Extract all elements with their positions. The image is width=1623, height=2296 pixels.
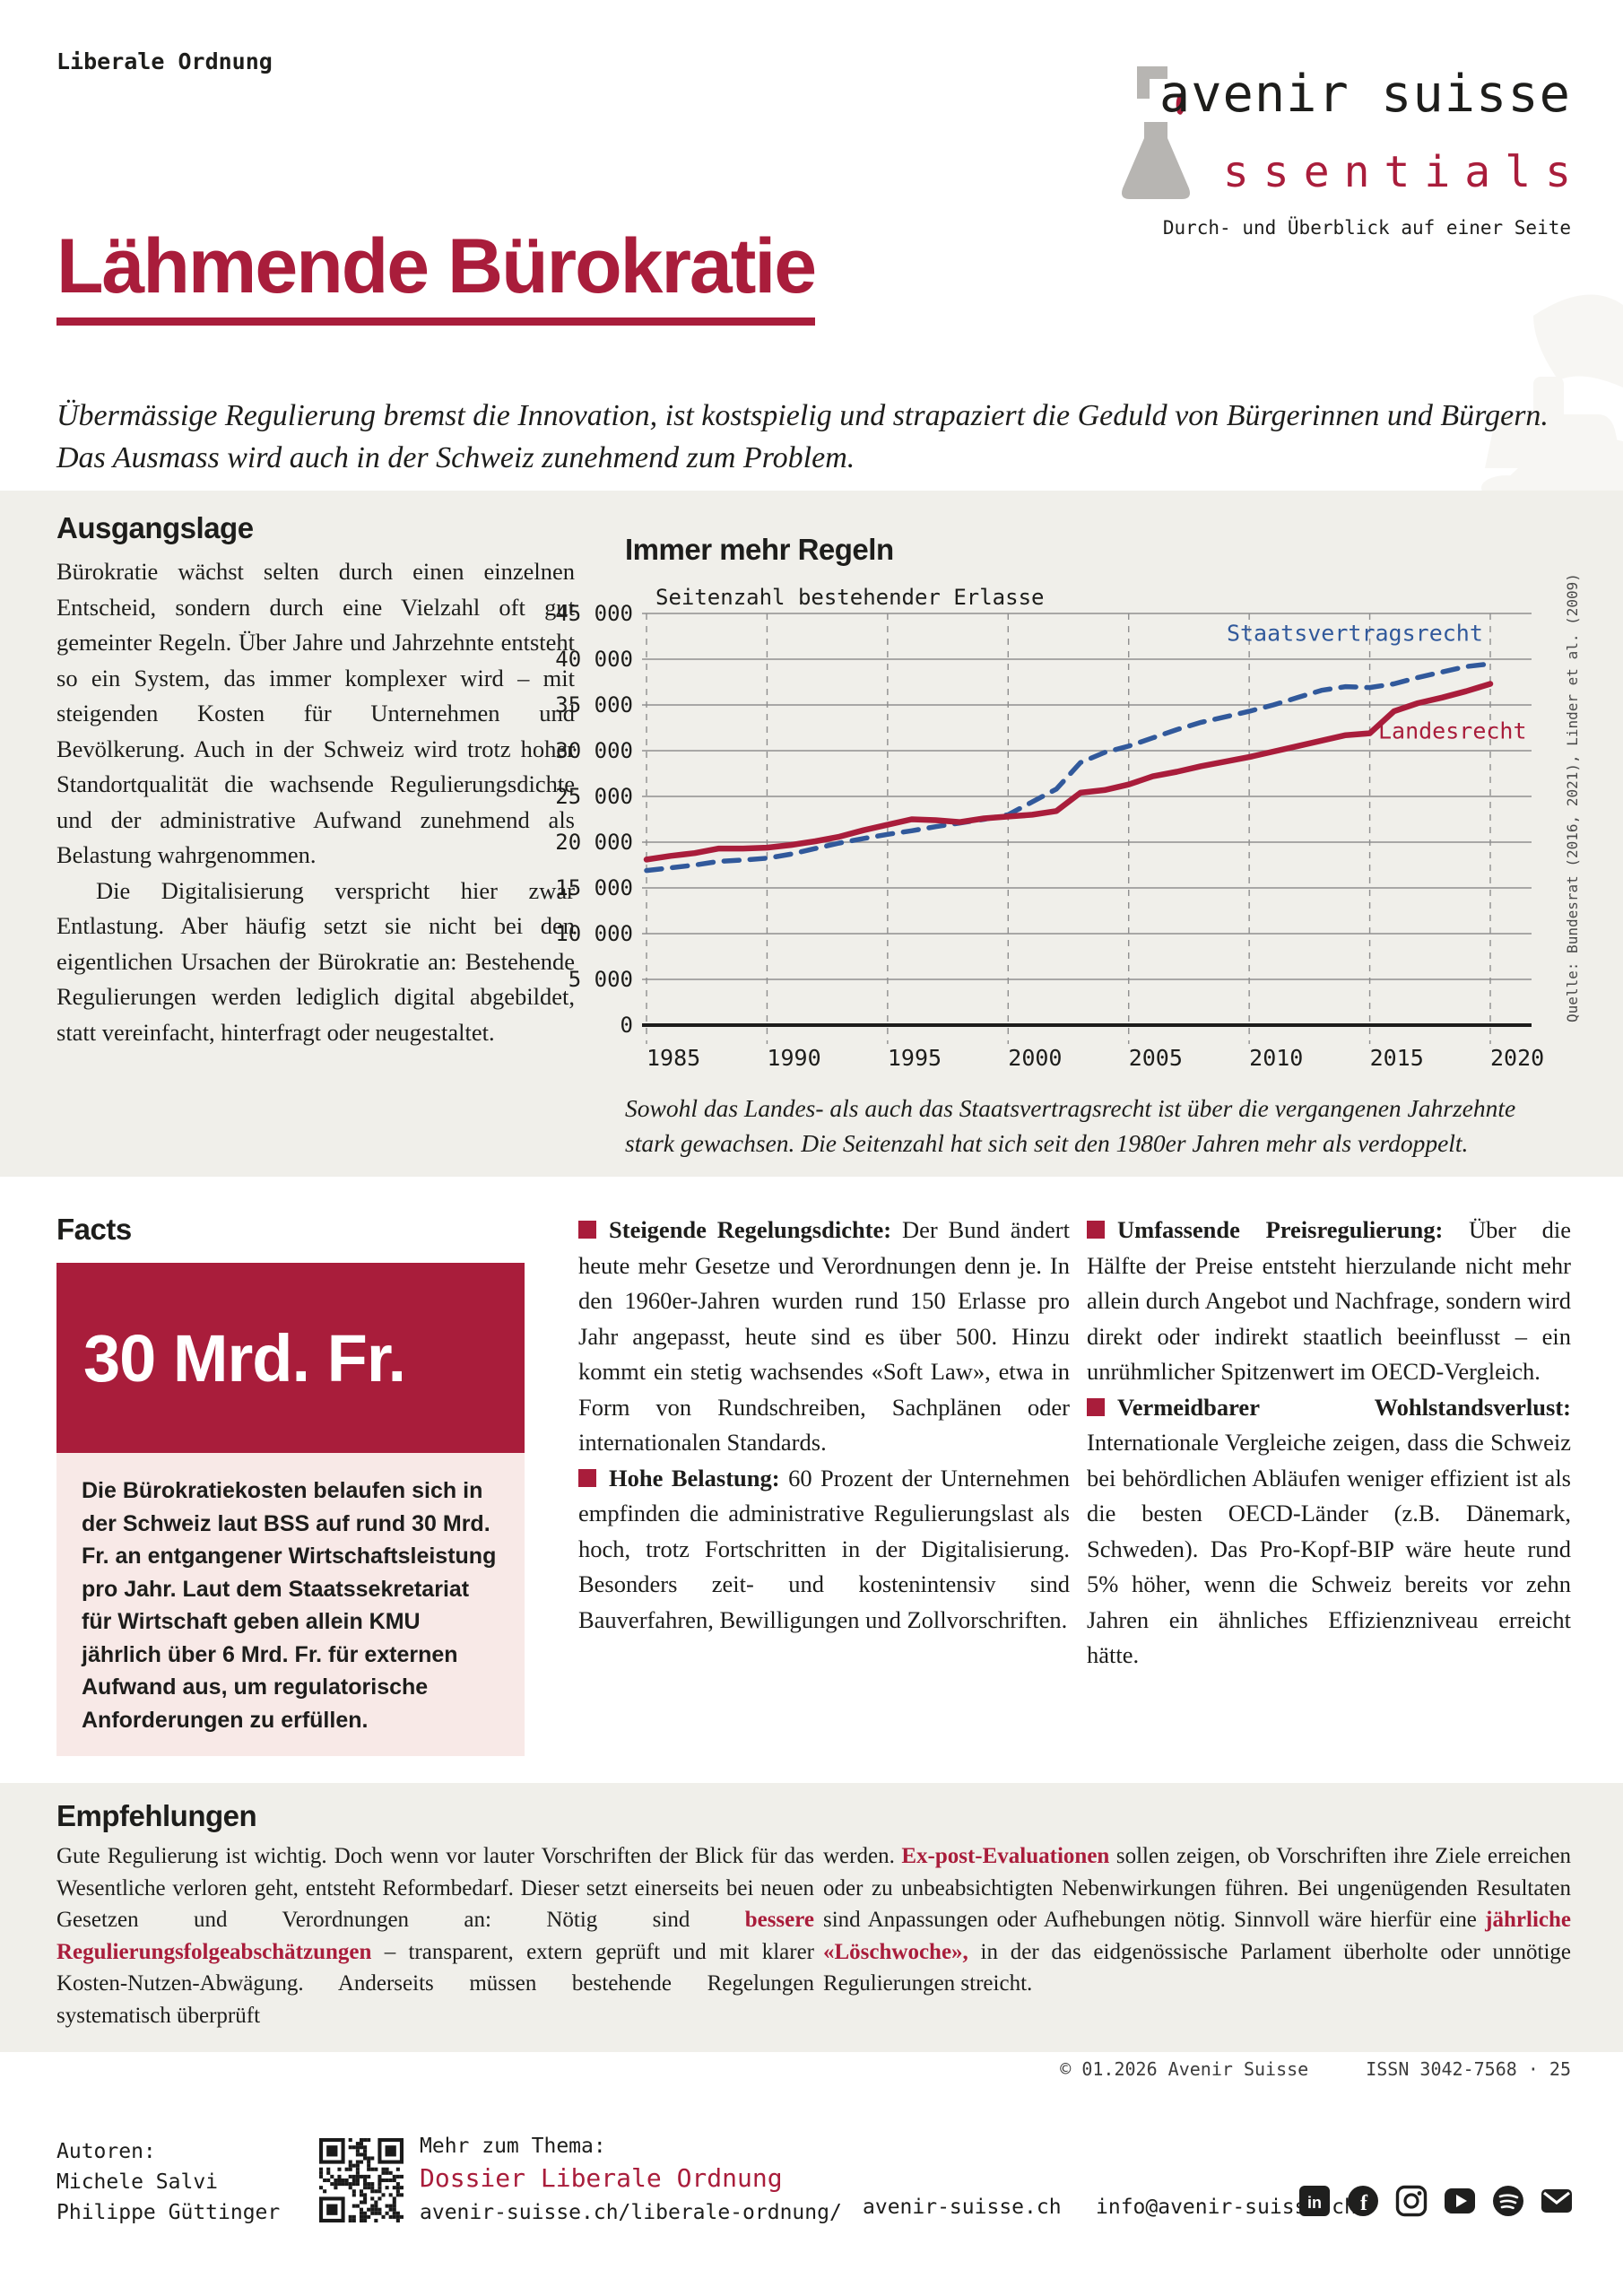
svg-text:45 000: 45 000: [556, 601, 633, 626]
linkedin-icon[interactable]: in: [1298, 2185, 1331, 2217]
empf-text: sollen zeigen, ob Vorschriften ihre Ziel…: [823, 1844, 1571, 1932]
svg-text:35 000: 35 000: [556, 692, 633, 718]
svg-text:15 000: 15 000: [556, 875, 633, 900]
heading-ausgangslage: Ausgangslage: [56, 511, 254, 544]
authors-label: Autoren:: [56, 2140, 156, 2163]
band-ausgangslage-chart: [0, 491, 1623, 1177]
chart-title: Immer mehr Regeln: [625, 533, 894, 566]
empf-text: Gute Regulierung ist wichtig. Doch wenn …: [56, 1844, 814, 1932]
stat-box-text: Die Bürokratiekosten belaufen sich in de…: [56, 1453, 525, 1756]
empfehlungen-col1: Gute Regulierung ist wichtig. Doch wenn …: [56, 1840, 814, 2031]
email-icon[interactable]: [1541, 2185, 1573, 2217]
fact-title: Hohe Belastung:: [609, 1464, 780, 1492]
svg-text:1990: 1990: [767, 1045, 820, 1071]
band-empfehlungen: [0, 1783, 1623, 2052]
svg-text:10 000: 10 000: [556, 921, 633, 946]
section-kicker: Liberale Ordnung: [56, 48, 273, 74]
copyright: © 01.2026 Avenir Suisse: [1060, 2058, 1309, 2080]
imprint: © 01.2026 Avenir Suisse ISSN 3042-7568 · …: [1060, 2058, 1571, 2080]
fact-title: Umfassende Preisregulierung:: [1117, 1216, 1444, 1243]
fact-title: Vermeidbarer Wohlstandsverlust:: [1117, 1393, 1571, 1421]
svg-text:20 000: 20 000: [556, 830, 633, 855]
chart-caption: Sowohl das Landes- als auch das Staatsve…: [625, 1094, 1516, 1157]
bullet-square-icon: [1087, 1221, 1105, 1239]
qr-code[interactable]: [319, 2138, 404, 2222]
author-name: Michele Salvi: [56, 2170, 219, 2194]
ausgangslage-p2: Die Digitalisierung verspricht hier zwar…: [56, 876, 575, 1046]
svg-text:2000: 2000: [1008, 1045, 1062, 1071]
author-name: Philippe Güttinger: [56, 2201, 281, 2224]
empf-text: – transparent, extern geprüft und mit kl…: [56, 1939, 814, 2028]
fact-item: Umfassende Preisregulierung: Über die Hä…: [1087, 1213, 1571, 1390]
empf-text: in der das eidgenössische Parlament über…: [823, 1939, 1571, 1996]
social-icons: in f: [1298, 2185, 1573, 2217]
fact-text: 60 Prozent der Unternehmen empfinden die…: [578, 1464, 1070, 1633]
facts-column-middle: Steigende Regelungsdichte: Der Bund ände…: [578, 1213, 1070, 1638]
svg-text:Landesrecht: Landesrecht: [1378, 718, 1527, 744]
fact-item: Hohe Belastung: 60 Prozent der Unternehm…: [578, 1461, 1070, 1639]
svg-text:25 000: 25 000: [556, 784, 633, 809]
ausgangslage-p1: Bürokratie wächst selten durch einen ein…: [56, 558, 575, 868]
fact-item: Vermeidbarer Wohlstandsverlust: Internat…: [1087, 1390, 1571, 1674]
youtube-icon[interactable]: [1444, 2185, 1476, 2217]
fact-text: Über die Hälfte der Preise entsteht hier…: [1087, 1216, 1572, 1385]
chart-source: Quelle: Bundesrat (2016, 2021), Linder e…: [1564, 573, 1581, 1022]
bullet-square-icon: [578, 1468, 596, 1487]
svg-text:Staatsvertragsrecht: Staatsvertragsrecht: [1227, 621, 1483, 647]
bullet-square-icon: [1087, 1397, 1105, 1416]
stamp-watermark: [1481, 294, 1623, 509]
facebook-icon[interactable]: f: [1347, 2185, 1379, 2217]
svg-text:40 000: 40 000: [556, 647, 633, 672]
svg-text:2005: 2005: [1129, 1045, 1183, 1071]
stat-box-header: 30 Mrd. Fr.: [56, 1263, 525, 1453]
svg-text:30 000: 30 000: [556, 738, 633, 763]
issn: ISSN 3042-7568 · 25: [1366, 2058, 1571, 2080]
logo-product-rest: ssentials: [1222, 147, 1585, 197]
avenir-suisse-flask-icon: [1122, 66, 1190, 199]
svg-text:2020: 2020: [1490, 1045, 1544, 1071]
logo-product: essentials: [1183, 147, 1585, 197]
svg-text:1985: 1985: [647, 1045, 700, 1071]
logo-tagline: Durch- und Überblick auf einer Seite: [1162, 217, 1571, 239]
logo-brand: avenir suisse: [1159, 65, 1571, 124]
svg-text:2015: 2015: [1370, 1045, 1424, 1071]
bullet-square-icon: [578, 1221, 596, 1239]
facts-column-right: Umfassende Preisregulierung: Über die Hä…: [1087, 1213, 1571, 1674]
fact-text: Internationale Vergleiche zeigen, dass d…: [1087, 1429, 1571, 1668]
page-title: Lähmende Bürokratie: [56, 226, 817, 326]
svg-text:in: in: [1307, 2194, 1322, 2212]
empf-highlight: bessere Regulierungsfolgeabschätzungen: [56, 1908, 814, 1964]
lede: Übermässige Regulierung bremst die Innov…: [56, 399, 1549, 474]
logo-product-initial: e: [1183, 147, 1223, 197]
dossier-link[interactable]: Dossier Liberale Ordnung: [420, 2163, 783, 2193]
more-label: Mehr zum Thema:: [420, 2135, 606, 2158]
svg-text:5 000: 5 000: [568, 967, 633, 992]
svg-text:f: f: [1360, 2192, 1368, 2215]
authors-block: Autoren: Michele Salvi Philippe Güttinge…: [56, 2136, 280, 2228]
empf-highlight: jährliche «Löschwoche»,: [823, 1908, 1571, 1964]
dossier-block: Mehr zum Thema: Dossier Liberale Ordnung…: [420, 2135, 842, 2224]
spotify-icon[interactable]: [1492, 2185, 1524, 2217]
svg-text:2010: 2010: [1249, 1045, 1303, 1071]
svg-text:Seitenzahl bestehender Erlasse: Seitenzahl bestehender Erlasse: [655, 585, 1044, 610]
fact-title: Steigende Regelungsdichte:: [609, 1216, 892, 1243]
fact-text: Der Bund ändert heute mehr Gesetze und V…: [578, 1216, 1070, 1456]
svg-text:1995: 1995: [888, 1045, 942, 1071]
instagram-icon[interactable]: [1395, 2185, 1428, 2217]
stat-value: 30 Mrd. Fr.: [83, 1320, 406, 1396]
fact-item: Steigende Regelungsdichte: Der Bund ände…: [578, 1213, 1070, 1461]
line-chart: 0 5 000 10 000 15 000 20 000 25 000 30 000 35 0…: [556, 585, 1544, 1071]
svg-text:0: 0: [621, 1013, 633, 1038]
website-link[interactable]: avenir-suisse.ch: [863, 2196, 1062, 2219]
heading-facts: Facts: [56, 1213, 132, 1246]
empf-text: werden.: [823, 1844, 902, 1868]
dossier-url-link[interactable]: avenir-suisse.ch/liberale-ordnung/: [420, 2201, 842, 2224]
ausgangslage-text: Bürokratie wächst selten durch einen ein…: [56, 554, 575, 1050]
heading-empfehlungen: Empfehlungen: [56, 1799, 257, 1832]
empfehlungen-col2: werden. Ex-post-Evaluationen sollen zeig…: [823, 1840, 1571, 2000]
empf-highlight: Ex-post-Evaluationen: [901, 1844, 1110, 1868]
